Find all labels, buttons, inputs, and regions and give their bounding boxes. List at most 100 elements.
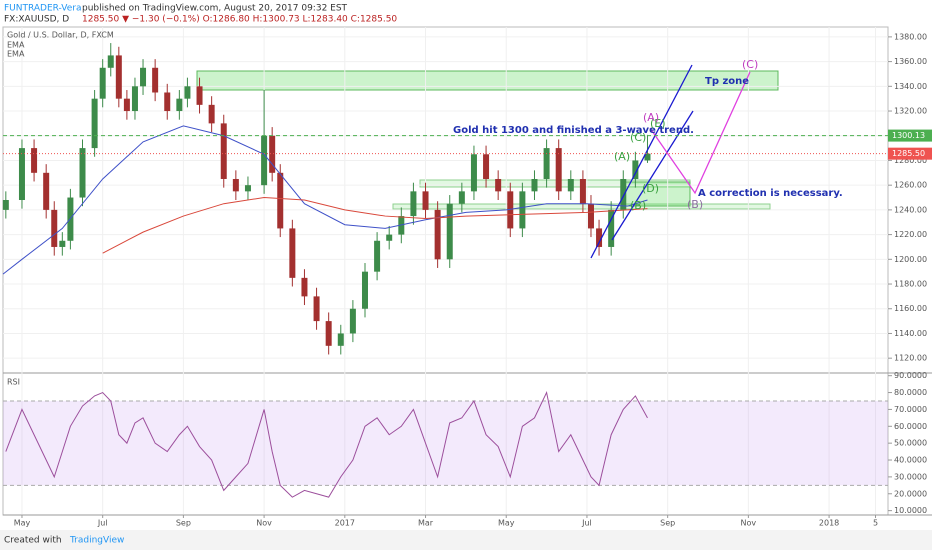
candle-body xyxy=(269,135,276,173)
channel-line xyxy=(611,110,694,241)
y-tick-label: 30.0000 xyxy=(894,472,927,481)
candle-body xyxy=(244,185,251,192)
y-tick-label: 1200.00 xyxy=(894,255,927,264)
footer-bar xyxy=(0,530,932,550)
candle-body xyxy=(140,67,147,87)
y-tick-label: 10.0000 xyxy=(894,506,927,515)
candle-body xyxy=(184,86,191,99)
candle-body xyxy=(608,209,615,247)
annotation: (B) xyxy=(687,198,703,211)
candle-body xyxy=(107,55,114,68)
candle-body xyxy=(458,191,465,204)
y-tick-label: 80.0000 xyxy=(894,388,927,397)
annotation: Gold hit 1300 and finished a 3-wave tren… xyxy=(453,125,694,136)
candle-body xyxy=(507,191,514,229)
candle-body xyxy=(410,191,417,217)
footer-brand: TradingView xyxy=(69,536,124,546)
candle-body xyxy=(446,203,453,260)
annotation: (C) xyxy=(630,131,646,144)
ema-line xyxy=(2,125,648,275)
x-tick-label: Sep xyxy=(660,519,675,528)
candle-body xyxy=(277,172,284,229)
candle-body xyxy=(51,209,58,247)
symbol: FX:XAUUSD, D xyxy=(4,15,69,25)
candle-body xyxy=(555,148,562,192)
y-tick-label: 1160.00 xyxy=(894,304,927,313)
candle-body xyxy=(495,178,502,192)
candle-body xyxy=(579,178,586,204)
candle-body xyxy=(208,104,215,124)
x-tick-label: May xyxy=(14,519,31,528)
y-tick-label: 1140.00 xyxy=(894,329,927,338)
rsi-label: RSI xyxy=(7,378,20,387)
candle-body xyxy=(386,234,393,241)
candle-body xyxy=(374,240,381,272)
projection-line xyxy=(649,71,751,195)
x-tick-label: Nov xyxy=(256,519,272,528)
y-tick-label: 1260.00 xyxy=(894,181,927,190)
candle-body xyxy=(91,98,98,149)
candle-body xyxy=(596,228,603,247)
candle-body xyxy=(164,92,171,112)
annotation: (A) xyxy=(614,150,630,163)
candle-body xyxy=(632,160,639,179)
candle-body xyxy=(43,172,50,210)
y-tick-label: 1320.00 xyxy=(894,107,927,116)
legend-ema: EMA xyxy=(7,50,25,59)
candle-body xyxy=(349,308,356,334)
candle-body xyxy=(115,55,122,99)
annotation: (B) xyxy=(630,199,646,212)
candle-body xyxy=(59,240,66,247)
quote: 1285.50 ▼ −1.30 (−0.1%) O:1286.80 H:1300… xyxy=(82,15,397,25)
candle-body xyxy=(313,296,320,322)
published: published on TradingView.com, August 20,… xyxy=(82,4,348,14)
y-tick-label: 1120.00 xyxy=(894,354,927,363)
annotation: (E) xyxy=(650,117,666,130)
x-tick-label: May xyxy=(498,519,515,528)
annotation: (C) xyxy=(742,58,758,71)
candle-body xyxy=(99,67,106,99)
tp-zone xyxy=(196,70,779,91)
candle-body xyxy=(644,153,651,161)
candle-body xyxy=(131,86,138,112)
candle-body xyxy=(196,86,203,105)
candle-body xyxy=(543,148,550,179)
annotation: Tp zone xyxy=(705,76,749,87)
x-tick-label: Jul xyxy=(581,519,592,528)
y-tick-label: 1380.00 xyxy=(894,32,927,41)
y-tick-label: 50.0000 xyxy=(894,439,927,448)
y-tick-label: 40.0000 xyxy=(894,456,927,465)
rsi-line xyxy=(5,390,648,498)
candle-body xyxy=(531,178,538,192)
price-label: 1285.50 xyxy=(892,149,925,158)
y-tick-label: 1180.00 xyxy=(894,280,927,289)
y-tick-label: 90.0000 xyxy=(894,371,927,380)
x-tick-label: Sep xyxy=(176,519,191,528)
ema-line xyxy=(102,197,648,254)
candle-body xyxy=(470,154,477,192)
candle-body xyxy=(337,333,344,346)
candle-body xyxy=(301,277,308,297)
candle-body xyxy=(31,148,38,173)
price-label: 1300.13 xyxy=(892,131,925,140)
candle-body xyxy=(483,154,490,179)
legend-ema: EMA xyxy=(7,41,25,50)
y-tick-label: 20.0000 xyxy=(894,489,927,498)
price-label-bg xyxy=(888,147,932,160)
candle-body xyxy=(220,123,227,179)
x-tick-label: Jul xyxy=(97,519,108,528)
x-tick-label: Nov xyxy=(741,519,757,528)
candle-body xyxy=(18,148,25,200)
candle-body xyxy=(176,98,183,112)
candle-body xyxy=(587,203,594,229)
y-tick-label: 70.0000 xyxy=(894,405,927,414)
candle-body xyxy=(519,191,526,229)
candle-body xyxy=(232,178,239,192)
candle-body xyxy=(620,178,627,210)
price-label-bg xyxy=(888,129,932,142)
candle-body xyxy=(361,271,368,309)
y-tick-label: 1220.00 xyxy=(894,230,927,239)
candle-body xyxy=(79,148,86,198)
x-tick-label: 5 xyxy=(873,519,878,528)
